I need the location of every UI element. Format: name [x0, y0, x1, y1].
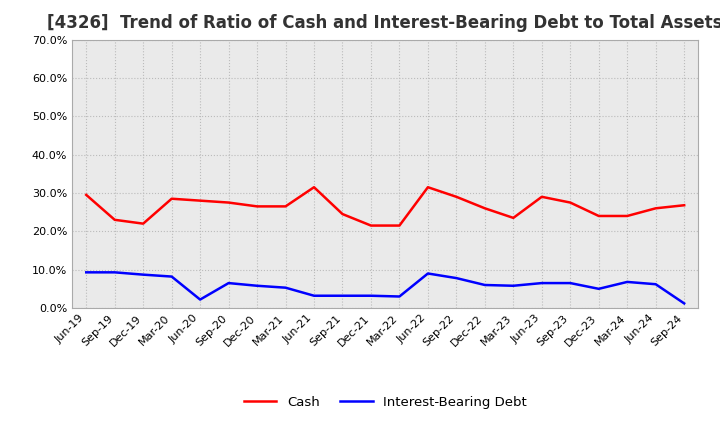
Interest-Bearing Debt — [167, 274, 176, 279]
Line: Cash: Cash — [86, 187, 684, 226]
Cash — [282, 204, 290, 209]
Interest-Bearing Debt — [139, 272, 148, 277]
Interest-Bearing Debt — [196, 297, 204, 302]
Cash — [623, 213, 631, 219]
Interest-Bearing Debt — [537, 280, 546, 286]
Cash — [253, 204, 261, 209]
Interest-Bearing Debt — [282, 285, 290, 290]
Interest-Bearing Debt — [509, 283, 518, 288]
Interest-Bearing Debt — [595, 286, 603, 291]
Cash — [680, 202, 688, 208]
Interest-Bearing Debt — [366, 293, 375, 298]
Interest-Bearing Debt — [480, 282, 489, 288]
Interest-Bearing Debt — [566, 280, 575, 286]
Interest-Bearing Debt — [310, 293, 318, 298]
Interest-Bearing Debt — [338, 293, 347, 298]
Cash — [310, 185, 318, 190]
Interest-Bearing Debt — [452, 275, 461, 281]
Cash — [509, 215, 518, 220]
Interest-Bearing Debt — [82, 270, 91, 275]
Cash — [480, 205, 489, 211]
Cash — [452, 194, 461, 199]
Cash — [566, 200, 575, 205]
Interest-Bearing Debt — [395, 294, 404, 299]
Interest-Bearing Debt — [253, 283, 261, 288]
Line: Interest-Bearing Debt: Interest-Bearing Debt — [86, 272, 684, 304]
Cash — [167, 196, 176, 202]
Interest-Bearing Debt — [423, 271, 432, 276]
Cash — [423, 185, 432, 190]
Cash — [139, 221, 148, 226]
Cash — [82, 192, 91, 198]
Cash — [338, 211, 347, 216]
Cash — [366, 223, 375, 228]
Interest-Bearing Debt — [623, 279, 631, 285]
Interest-Bearing Debt — [652, 282, 660, 287]
Cash — [537, 194, 546, 199]
Cash — [110, 217, 119, 223]
Cash — [595, 213, 603, 219]
Interest-Bearing Debt — [110, 270, 119, 275]
Legend: Cash, Interest-Bearing Debt: Cash, Interest-Bearing Debt — [238, 391, 532, 414]
Interest-Bearing Debt — [680, 301, 688, 306]
Cash — [225, 200, 233, 205]
Cash — [196, 198, 204, 203]
Cash — [395, 223, 404, 228]
Cash — [652, 205, 660, 211]
Title: [4326]  Trend of Ratio of Cash and Interest-Bearing Debt to Total Assets: [4326] Trend of Ratio of Cash and Intere… — [48, 15, 720, 33]
Interest-Bearing Debt — [225, 280, 233, 286]
